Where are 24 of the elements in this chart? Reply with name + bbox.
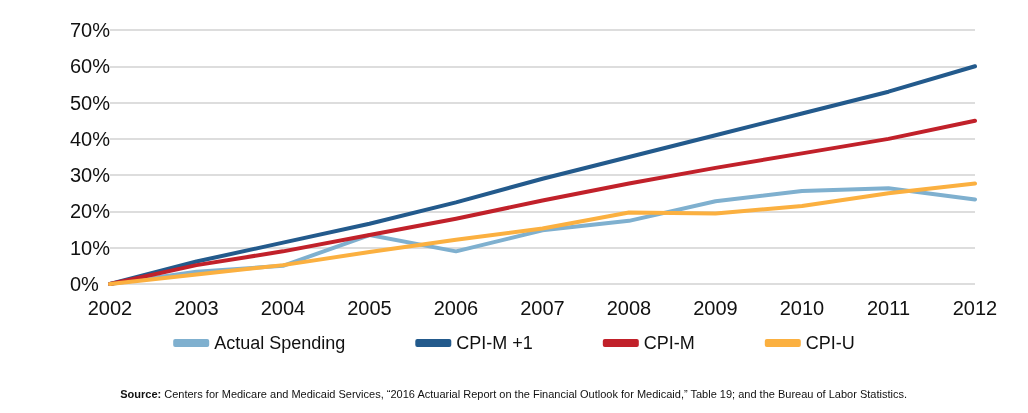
x-tick-label: 2003 — [174, 297, 219, 319]
y-tick-label: 50% — [70, 91, 111, 114]
x-tick-label: 2009 — [693, 297, 738, 319]
legend-label: Actual Spending — [214, 333, 346, 353]
source-note: Source: Centers for Medicare and Medicaid Services, “2016 Actuarial Report on the Financial Outlook for Medicaid,” Table 19; and the Bureau of Labor Statistics. — [120, 387, 907, 400]
x-tick-label: 2008 — [606, 297, 652, 319]
x-tick-label: 2010 — [779, 297, 825, 319]
x-tick-label: 2005 — [347, 297, 392, 319]
legend-label: CPI-U — [805, 333, 855, 353]
y-tick-label: 0% — [70, 273, 100, 295]
x-tick-label: 2004 — [260, 297, 306, 319]
legend-label: CPI-M — [643, 333, 695, 353]
y-tick-label: 10% — [70, 236, 111, 259]
y-tick-label: 60% — [70, 55, 111, 78]
y-tick-label: 20% — [70, 200, 111, 223]
x-tick-label: 2011 — [866, 297, 911, 319]
x-tick-label: 2007 — [520, 297, 565, 319]
y-tick-label: 30% — [70, 164, 111, 187]
x-tick-label: 2006 — [433, 297, 479, 319]
x-tick-label: 2002 — [87, 297, 133, 319]
y-tick-label: 70% — [70, 19, 111, 41]
legend-label: CPI-M +1 — [456, 333, 533, 353]
y-tick-label: 40% — [70, 127, 111, 150]
x-tick-label: 2012 — [952, 297, 998, 319]
